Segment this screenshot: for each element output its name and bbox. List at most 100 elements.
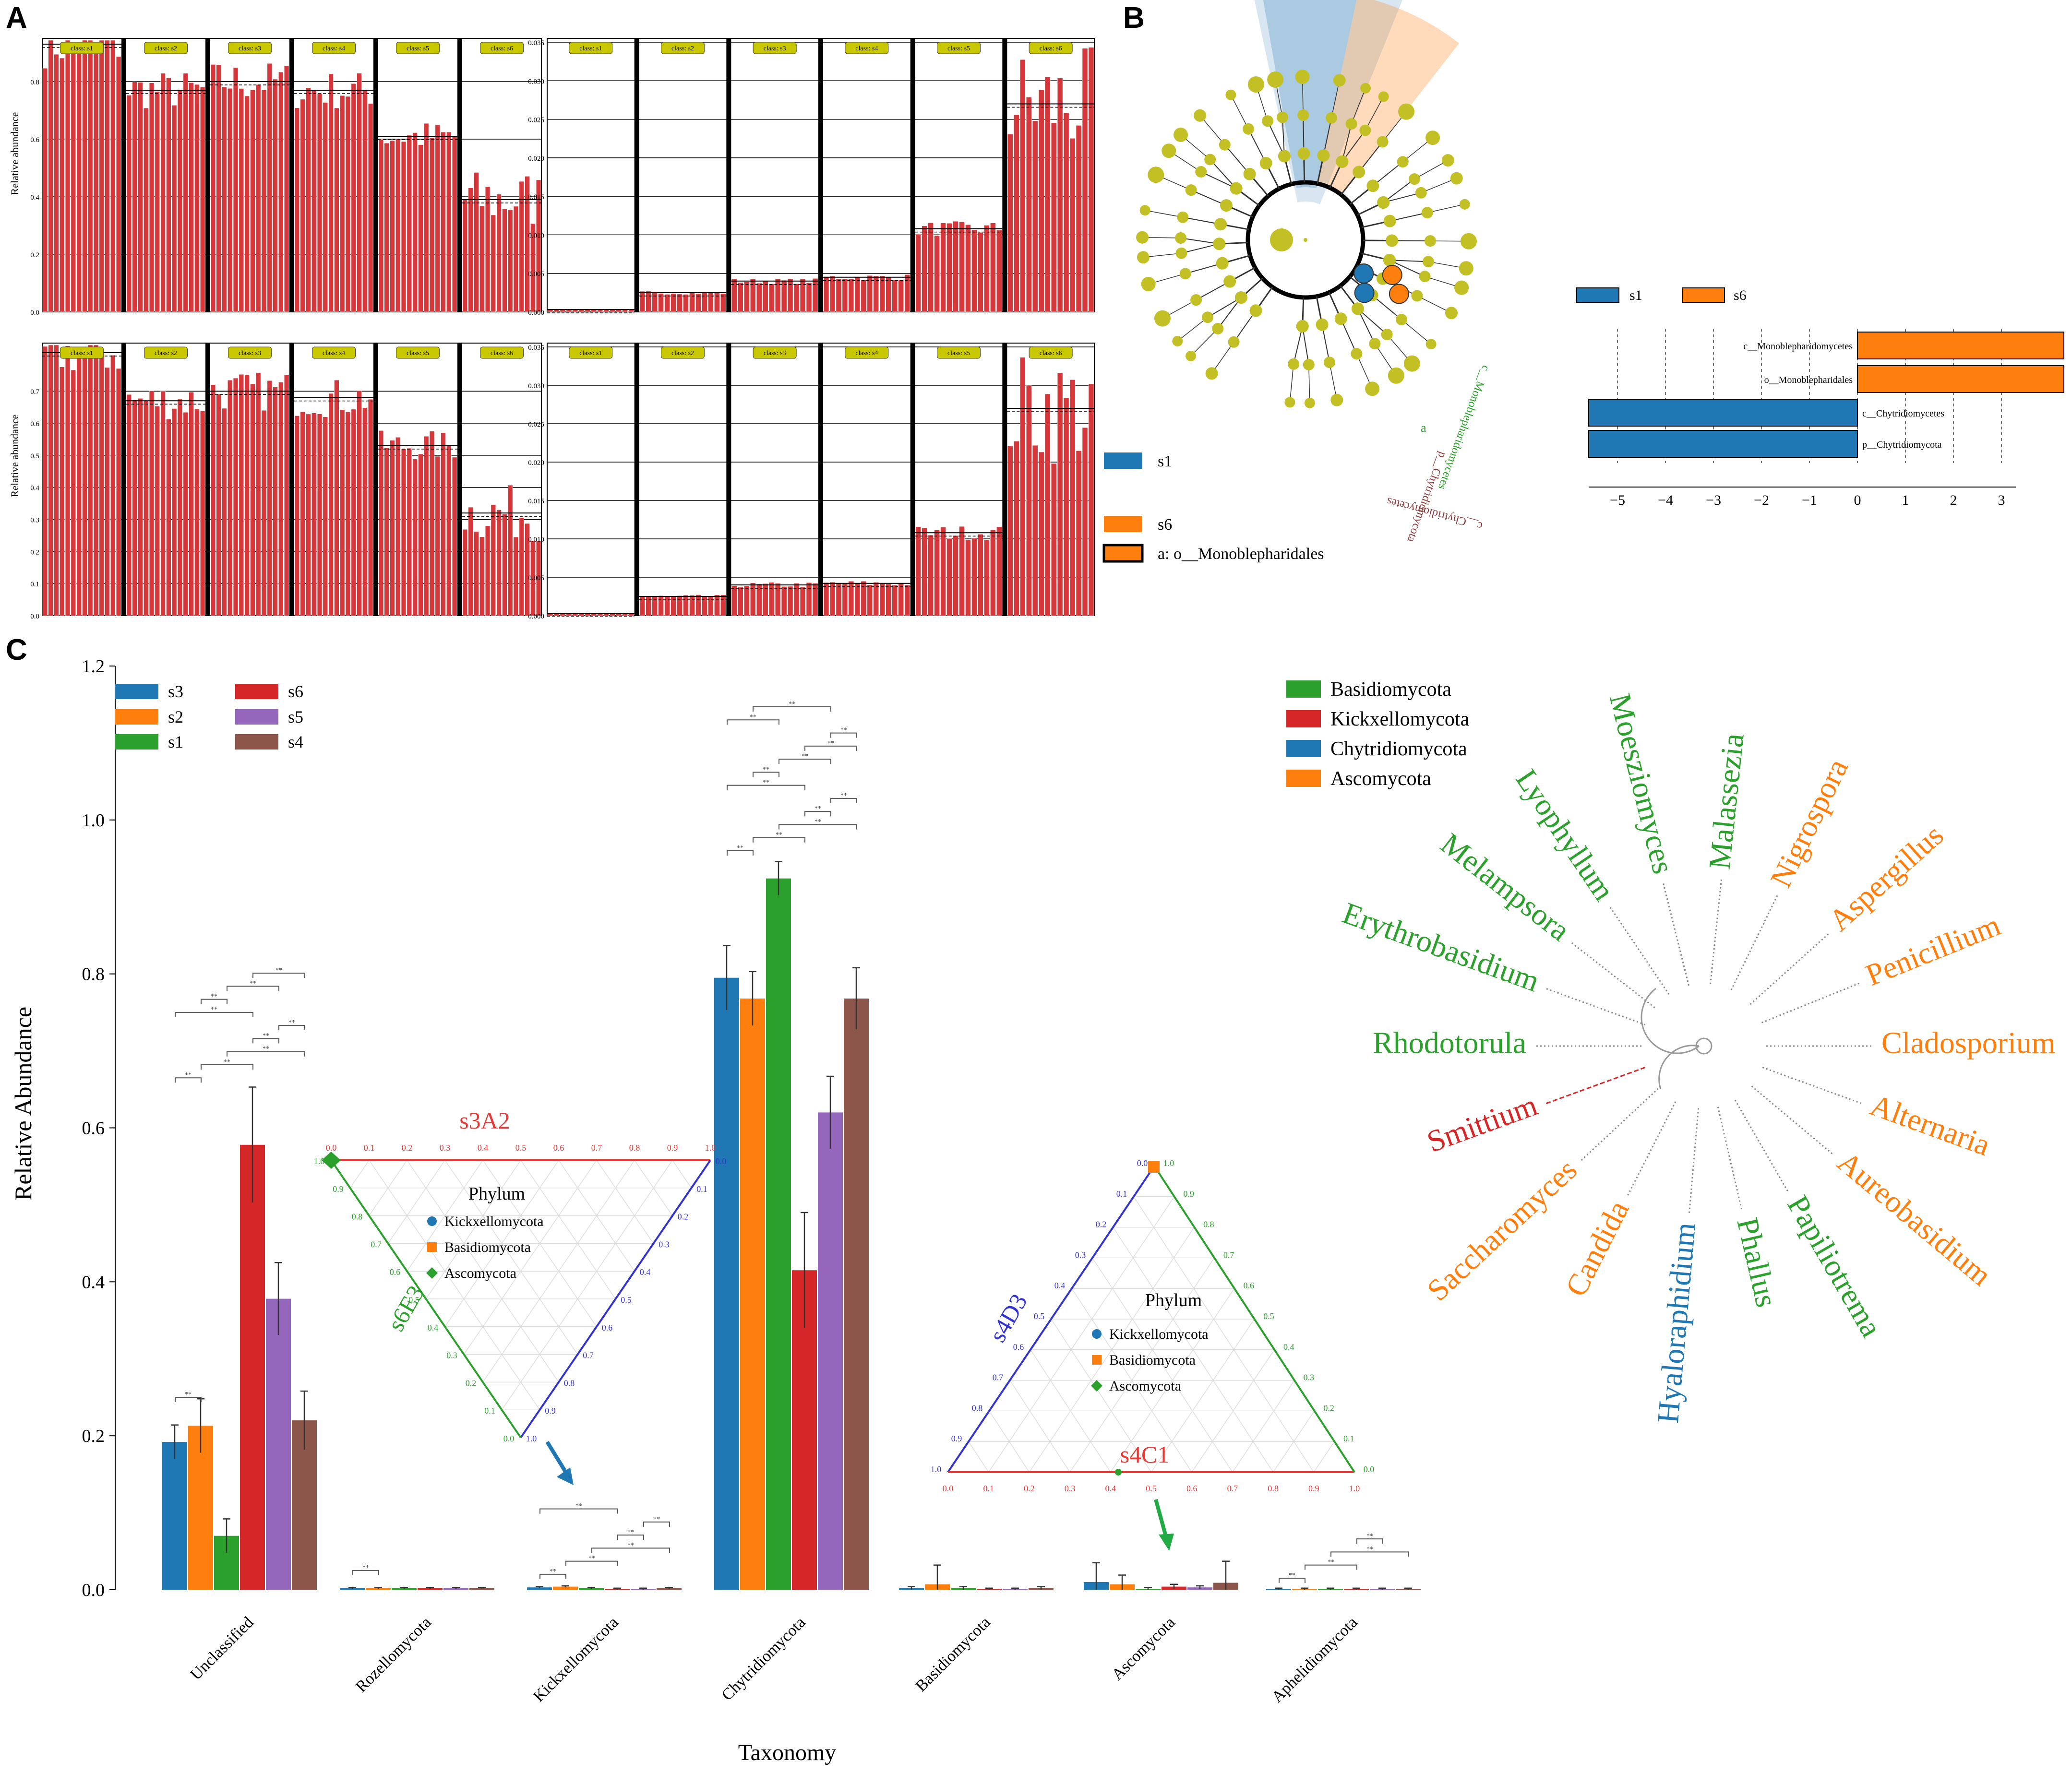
radial-tree: RhodotorulaErythrobasidiumMelampsoraLyop… xyxy=(1338,690,2055,1425)
panel-a-ylabel-bottom: Relative abundance xyxy=(9,415,21,498)
ternary-title: Phylum xyxy=(1145,1290,1202,1310)
abundance-bar xyxy=(93,345,99,616)
c-bar xyxy=(392,1588,417,1590)
ternary-gridline xyxy=(425,1160,521,1299)
abundance-bar xyxy=(71,42,76,312)
class-tag xyxy=(845,346,889,359)
clado-branch xyxy=(1331,80,1340,118)
y-tick-label: 0.025 xyxy=(528,421,544,428)
lda-bar xyxy=(1588,399,1858,427)
ternary-axis-title: s4D3 xyxy=(984,1289,1032,1346)
c-y-tick-label: 0.8 xyxy=(82,964,105,985)
c-sig-bracket xyxy=(753,706,831,712)
clado-node xyxy=(1316,318,1329,331)
clado-leaf-node xyxy=(1139,205,1150,216)
ternary-tick-label: 0.2 xyxy=(1096,1220,1107,1229)
tree-legend-swatch-kickx xyxy=(1286,710,1321,727)
tree-root xyxy=(1695,1037,1713,1055)
abundance-bar xyxy=(566,309,572,312)
abundance-bar xyxy=(284,375,289,616)
ternary-point xyxy=(1115,1469,1122,1476)
t1-ternary: 0.0 0.1 0.2 0.3 0.4 0.5 0.6 0.7 0.8 0.9 1.00.00.10… xyxy=(314,1107,726,1485)
abundance-bar xyxy=(418,144,423,312)
tree-leaf-branch xyxy=(1717,1107,1743,1210)
lefse-abundance-plot: 0.000 0.005 0.010 0.015 0.020 0.025 0.030 0.035… xyxy=(528,38,1095,317)
abundance-bar xyxy=(407,448,412,616)
class-separator xyxy=(634,38,639,312)
clado-branch xyxy=(1210,159,1237,189)
c-y-tick-label: 0.0 xyxy=(82,1580,105,1600)
clado-node xyxy=(1230,182,1243,195)
ternary-tick-label: 0.8 xyxy=(1203,1220,1214,1229)
clado-branch xyxy=(1302,326,1309,365)
abundance-bar xyxy=(76,52,82,312)
c-legend-label: s3 xyxy=(168,682,183,701)
ternary-gridline xyxy=(349,1160,370,1189)
clado-branch xyxy=(1357,308,1376,344)
abundance-bar xyxy=(82,350,87,616)
abundance-bar xyxy=(261,90,267,312)
abundance-bar xyxy=(200,87,205,312)
y-tick-label: 0.020 xyxy=(528,155,544,163)
ternary-arrow xyxy=(1154,1499,1168,1539)
abundance-bar xyxy=(54,54,59,312)
clado-branch xyxy=(1199,115,1225,145)
tree-legend-kickx: Kickxellomycota xyxy=(1330,708,1470,730)
abundance-bar xyxy=(646,291,651,312)
ternary-tick-label: 0.4 xyxy=(640,1267,651,1277)
ternary-axis-title: s3A2 xyxy=(459,1107,510,1134)
abundance-bar xyxy=(401,141,407,312)
ternary-legend-label: Ascomycota xyxy=(444,1265,516,1281)
abundance-bar xyxy=(879,583,886,616)
tree-leaf-branch xyxy=(1545,988,1646,1025)
abundance-bar xyxy=(842,279,848,312)
abundance-bar xyxy=(216,393,221,616)
abundance-bar xyxy=(412,459,418,616)
clado-node xyxy=(1262,115,1274,127)
clado-leaf-node xyxy=(1425,339,1437,350)
c-bar xyxy=(340,1588,365,1590)
c-x-tick-label: Basidiomycota xyxy=(912,1613,994,1695)
ternary-tick-label: 0.3 xyxy=(1065,1484,1076,1493)
abundance-bar xyxy=(368,103,373,312)
clado-branch xyxy=(1427,204,1465,213)
clado-leaf-node xyxy=(1194,109,1207,122)
abundance-bar xyxy=(294,416,300,616)
class-separator xyxy=(457,343,462,616)
abundance-bar xyxy=(256,372,261,616)
abundance-bar xyxy=(695,595,701,616)
tree-leaf-branch xyxy=(1749,933,1830,1005)
tree-leaf-branch xyxy=(1730,894,1778,990)
abundance-bar xyxy=(429,431,435,616)
c-legend-swatch xyxy=(235,684,278,699)
abundance-bar xyxy=(744,281,750,312)
abundance-bar xyxy=(446,131,452,312)
ternary-tick-label: 0.5 xyxy=(1263,1311,1274,1321)
c-sig-bracket xyxy=(252,1038,279,1044)
ternary-tick-label: 0.6 xyxy=(1013,1342,1024,1352)
abundance-bar xyxy=(435,456,440,616)
clade-label-chytridiomycota: p__Chytridiomycota xyxy=(1404,450,1449,544)
clado-node xyxy=(1243,123,1255,135)
abundance-bar xyxy=(683,294,689,312)
c-legend-label: s4 xyxy=(288,732,303,751)
c-sig-bracket xyxy=(1305,1564,1357,1570)
ternary-tick-label: 0.8 xyxy=(972,1403,983,1413)
abundance-bar xyxy=(762,281,768,312)
abundance-bar xyxy=(351,409,356,616)
tree-legend-basidio: Basidiomycota xyxy=(1330,678,1451,701)
abundance-bar xyxy=(273,79,278,312)
lefse-abundance-plot: 0.0 0.1 0.2 0.3 0.4 0.5 0.6 0.7 class: s1 class: … xyxy=(30,343,542,620)
lda-legend-s1-swatch xyxy=(1576,287,1619,303)
c-bar xyxy=(469,1588,494,1590)
abundance-bar xyxy=(867,275,873,312)
c-sig-bracket xyxy=(1330,1551,1409,1557)
c-bar xyxy=(188,1426,213,1590)
c-legend-swatch xyxy=(115,684,158,699)
c-y-tick-label: 0.2 xyxy=(82,1426,105,1446)
class-tag xyxy=(60,346,104,359)
c-sig-mark: ** xyxy=(185,1391,192,1398)
class-tag xyxy=(396,346,440,359)
y-tick-label: 0.7 xyxy=(30,388,39,396)
tree-legend-swatch-chytrid xyxy=(1286,740,1321,757)
